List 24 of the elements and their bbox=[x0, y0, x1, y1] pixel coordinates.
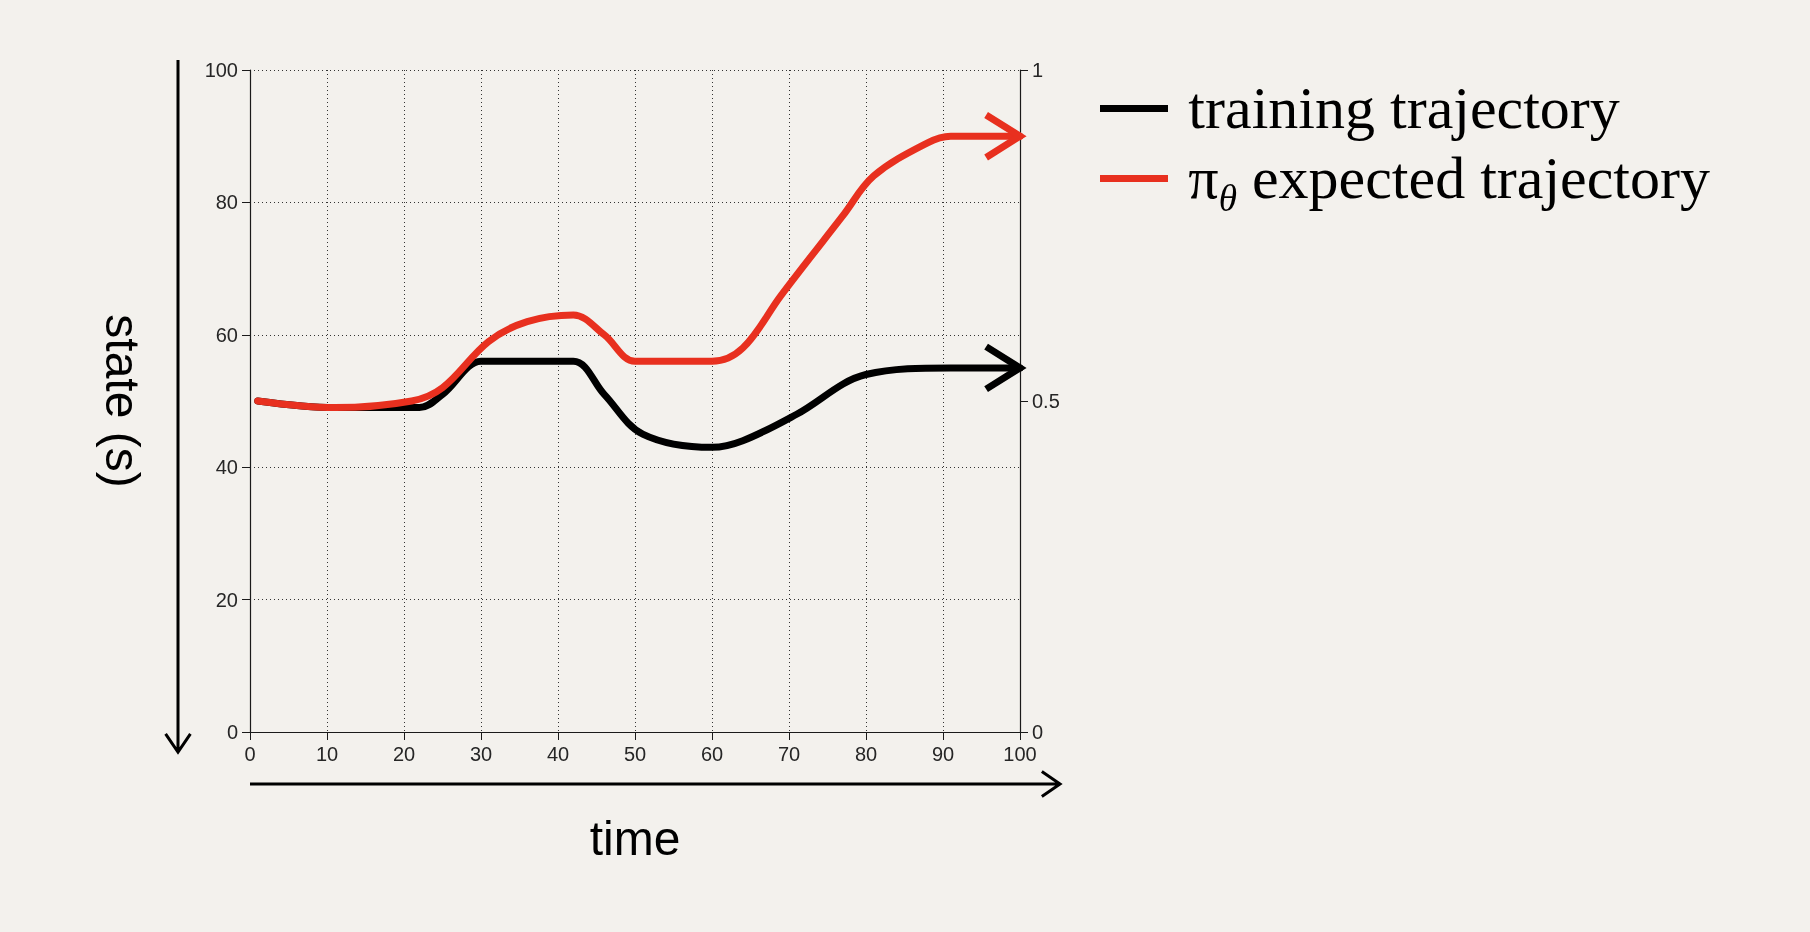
x-tick-label: 0 bbox=[244, 743, 256, 765]
y2-tick-label: 0 bbox=[1032, 721, 1044, 743]
x-tick-label: 90 bbox=[931, 743, 955, 765]
y2-tick-label: 0.5 bbox=[1032, 390, 1060, 412]
y-tick-label: 40 bbox=[215, 456, 238, 479]
x-tick-label: 70 bbox=[777, 743, 801, 765]
y-tick-label: 20 bbox=[215, 588, 238, 611]
x-tick-label: 100 bbox=[1003, 743, 1037, 765]
x-tick-label: 10 bbox=[315, 743, 339, 765]
x-tick-label: 20 bbox=[392, 743, 416, 765]
x-axis-title: time bbox=[589, 811, 681, 865]
x-tick-label: 30 bbox=[469, 743, 493, 765]
legend-label: π$_{θ}$ expected trajectory bbox=[1188, 144, 1710, 220]
x-tick-label: 80 bbox=[854, 743, 878, 765]
legend-label: training trajectory bbox=[1188, 74, 1620, 143]
y-tick-label: 80 bbox=[215, 191, 238, 214]
y-axis-title: state (s) bbox=[95, 314, 149, 488]
x-tick-label: 60 bbox=[700, 743, 724, 765]
y-tick-label: 60 bbox=[215, 323, 238, 346]
y2-tick-label: 1 bbox=[1032, 59, 1044, 81]
x-tick-label: 50 bbox=[623, 743, 647, 765]
y-tick-label: 100 bbox=[204, 59, 238, 81]
x-tick-label: 40 bbox=[546, 743, 570, 765]
y-tick-label: 0 bbox=[226, 721, 238, 743]
